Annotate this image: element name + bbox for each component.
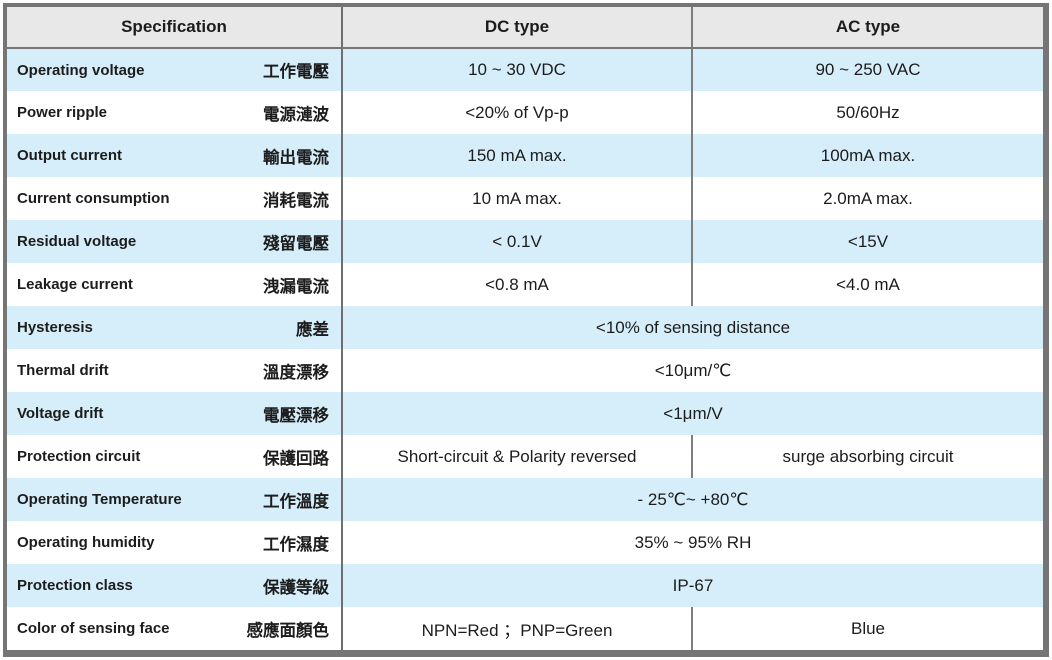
dc-value: 10 ~ 30 VDC	[342, 48, 693, 91]
spec-label-zh: 殘留電壓	[263, 234, 329, 253]
spec-label-en: Hysteresis	[17, 319, 93, 336]
spec-label-zh: 應差	[296, 320, 329, 339]
spec-label-zh: 工作電壓	[263, 63, 329, 81]
merged-value: <1μm/V	[342, 392, 1043, 435]
row-current-consumption: Current consumption 消耗電流 10 mA max. 2.0m…	[7, 177, 1043, 220]
spec-label-zh: 電源漣波	[263, 105, 329, 124]
merged-value: <10μm/℃	[342, 349, 1043, 392]
header-specification: Specification	[7, 7, 343, 49]
merged-value: 35% ~ 95% RH	[342, 521, 1043, 564]
merged-value: - 25℃~ +80℃	[342, 478, 1043, 521]
spec-label-en: Color of sensing face	[17, 620, 170, 637]
ac-value: 100mA max.	[692, 134, 1043, 177]
spec-label-en: Protection class	[17, 577, 133, 594]
spec-label-zh: 洩漏電流	[263, 277, 329, 296]
ac-value: Blue	[692, 607, 1043, 650]
row-protection-class: Protection class 保護等級 IP-67	[7, 564, 1043, 607]
dc-value: <20% of Vp-p	[342, 91, 693, 134]
row-color-of-sensing-face: Color of sensing face 感應面顏色 NPN=Red ；PNP…	[7, 607, 1043, 650]
spec-label-en: Operating Temperature	[17, 491, 182, 508]
spec-table-frame: Specification DC type AC type Operating …	[3, 3, 1049, 657]
row-operating-humidity: Operating humidity 工作濕度 35% ~ 95% RH	[7, 521, 1043, 564]
dc-value: <0.8 mA	[342, 263, 693, 306]
row-operating-voltage: Operating voltage 工作電壓 10 ~ 30 VDC 90 ~ …	[7, 48, 1043, 91]
spec-label-zh: 工作溫度	[263, 492, 329, 511]
merged-value: <10% of sensing distance	[342, 306, 1043, 349]
dc-value: 10 mA max.	[342, 177, 693, 220]
spec-label-zh: 保護等級	[263, 578, 329, 597]
dc-value: 150 mA max.	[342, 134, 693, 177]
specification-table: Specification DC type AC type Operating …	[7, 7, 1043, 650]
spec-label-zh: 溫度漂移	[263, 363, 329, 382]
spec-label-en: Thermal drift	[17, 362, 109, 379]
ac-value: 90 ~ 250 VAC	[692, 48, 1043, 91]
spec-label-zh: 工作濕度	[263, 535, 329, 554]
row-residual-voltage: Residual voltage 殘留電壓 < 0.1V <15V	[7, 220, 1043, 263]
spec-label-zh: 保護回路	[263, 449, 329, 468]
ac-value: surge absorbing circuit	[692, 435, 1043, 478]
spec-label-en: Residual voltage	[17, 233, 137, 250]
spec-label-zh: 輸出電流	[263, 148, 329, 167]
header-dc-type: DC type	[342, 7, 693, 49]
dc-value: < 0.1V	[342, 220, 693, 263]
row-operating-temperature: Operating Temperature 工作溫度 - 25℃~ +80℃	[7, 478, 1043, 521]
spec-label-zh: 電壓漂移	[263, 406, 329, 425]
ac-value: <15V	[692, 220, 1043, 263]
spec-label-en: Operating voltage	[17, 61, 145, 79]
spec-label-en: Operating humidity	[17, 534, 155, 551]
ac-value: 2.0mA max.	[692, 177, 1043, 220]
row-thermal-drift: Thermal drift 溫度漂移 <10μm/℃	[7, 349, 1043, 392]
header-ac-type: AC type	[692, 7, 1043, 49]
merged-value: IP-67	[342, 564, 1043, 607]
row-power-ripple: Power ripple 電源漣波 <20% of Vp-p 50/60Hz	[7, 91, 1043, 134]
spec-label-zh: 消耗電流	[263, 191, 329, 210]
ac-value: 50/60Hz	[692, 91, 1043, 134]
table-header-row: Specification DC type AC type	[7, 7, 1043, 49]
row-output-current: Output current 輸出電流 150 mA max. 100mA ma…	[7, 134, 1043, 177]
dc-value: NPN=Red ；PNP=Green	[342, 607, 693, 650]
row-voltage-drift: Voltage drift 電壓漂移 <1μm/V	[7, 392, 1043, 435]
row-leakage-current: Leakage current 洩漏電流 <0.8 mA <4.0 mA	[7, 263, 1043, 306]
spec-label-en: Voltage drift	[17, 405, 104, 422]
spec-label-en: Current consumption	[17, 190, 170, 207]
spec-label-en: Output current	[17, 147, 122, 164]
spec-label-zh: 感應面顏色	[246, 621, 330, 640]
spec-label-en: Protection circuit	[17, 448, 141, 465]
ac-value: <4.0 mA	[692, 263, 1043, 306]
spec-label-en: Power ripple	[17, 104, 108, 121]
dc-value: Short-circuit & Polarity reversed	[342, 435, 693, 478]
row-protection-circuit: Protection circuit 保護回路 Short-circuit & …	[7, 435, 1043, 478]
spec-label-en: Leakage current	[17, 276, 133, 293]
row-hysteresis: Hysteresis 應差 <10% of sensing distance	[7, 306, 1043, 349]
